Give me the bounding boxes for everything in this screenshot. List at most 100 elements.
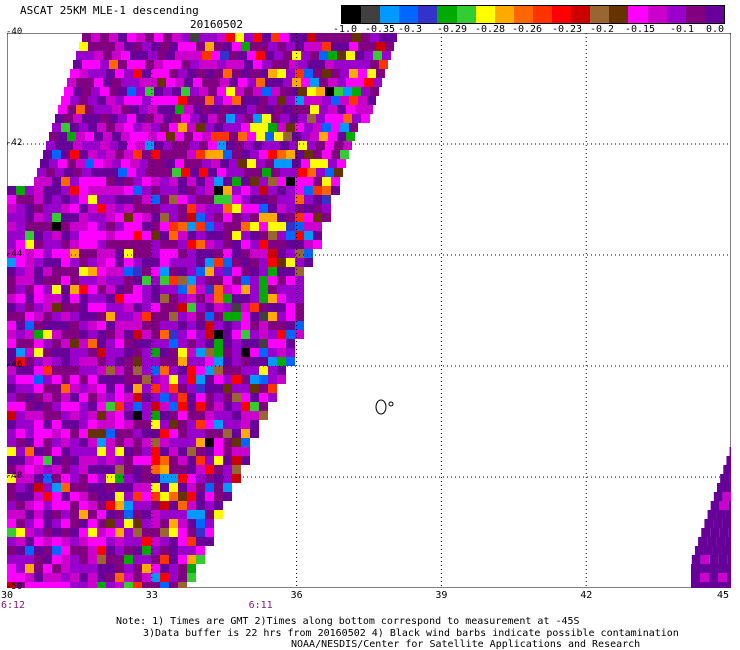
swath-pixel <box>25 573 34 582</box>
swath-pixel <box>142 96 151 105</box>
swath-pixel <box>154 141 163 150</box>
swath-pixel <box>139 159 148 168</box>
swath-pixel <box>16 357 25 366</box>
swath-pixel <box>151 465 160 474</box>
swath-pixel <box>16 546 25 555</box>
swath-pixel <box>178 546 187 555</box>
swath-pixel <box>88 546 97 555</box>
swath-pixel <box>304 222 313 231</box>
scale-swatch <box>647 6 667 23</box>
swath-pixel <box>70 510 79 519</box>
swath-pixel <box>214 42 223 51</box>
swath-pixel <box>82 168 91 177</box>
swath-pixel <box>124 474 133 483</box>
swath-pixel <box>88 213 97 222</box>
swath-pixel <box>268 195 277 204</box>
swath-pixel <box>178 150 187 159</box>
swath-pixel <box>16 465 25 474</box>
swath-pixel <box>283 159 292 168</box>
swath-pixel <box>88 510 97 519</box>
swath-pixel <box>106 186 115 195</box>
swath-pixel <box>106 321 115 330</box>
swath-pixel <box>283 78 292 87</box>
swath-pixel <box>130 105 139 114</box>
swath-pixel <box>721 546 731 555</box>
swath-pixel <box>61 474 70 483</box>
swath-pixel <box>61 339 70 348</box>
swath-pixel <box>241 231 250 240</box>
swath-pixel <box>160 213 169 222</box>
swath-pixel <box>307 114 316 123</box>
swath-pixel <box>142 195 151 204</box>
swath-pixel <box>184 51 193 60</box>
swath-pixel <box>124 384 133 393</box>
swath-pixel <box>109 168 118 177</box>
swath-pixel <box>76 51 85 60</box>
swath-pixel <box>124 69 133 78</box>
swath-pixel <box>151 501 160 510</box>
swath-pixel <box>115 240 124 249</box>
swath-pixel <box>268 321 277 330</box>
swath-pixel <box>151 420 160 429</box>
swath-pixel <box>220 159 229 168</box>
swath-pixel <box>88 123 97 132</box>
swath-pixel <box>79 510 88 519</box>
swath-pixel <box>262 114 271 123</box>
swath-pixel <box>196 456 205 465</box>
swath-pixel <box>34 375 43 384</box>
swath-pixel <box>241 438 250 447</box>
swath-pixel <box>100 141 109 150</box>
swath-pixel <box>34 501 43 510</box>
swath-pixel <box>337 51 346 60</box>
swath-pixel <box>79 573 88 582</box>
swath-pixel <box>43 249 52 258</box>
swath-pixel <box>163 141 172 150</box>
swath-pixel <box>370 87 379 96</box>
swath-pixel <box>319 51 328 60</box>
swath-pixel <box>151 456 160 465</box>
swath-pixel <box>7 447 16 456</box>
swath-pixel <box>178 267 187 276</box>
scale-swatch <box>552 6 572 23</box>
swath-pixel <box>61 501 70 510</box>
swath-pixel <box>172 168 181 177</box>
swath-pixel <box>205 474 214 483</box>
swath-pixel <box>97 123 106 132</box>
swath-pixel <box>265 105 274 114</box>
swath-pixel <box>727 555 731 564</box>
swath-pixel <box>253 33 262 42</box>
swath-pixel <box>190 60 199 69</box>
swath-pixel <box>43 402 52 411</box>
swath-pixel <box>118 141 127 150</box>
swath-pixel <box>73 87 82 96</box>
swath-pixel <box>25 330 34 339</box>
swath-pixel <box>169 582 178 588</box>
swath-pixel <box>145 33 154 42</box>
swath-pixel <box>313 240 322 249</box>
swath-pixel <box>115 384 124 393</box>
swath-pixel <box>133 366 142 375</box>
swath-pixel <box>220 132 229 141</box>
swath-pixel <box>187 177 196 186</box>
swath-pixel <box>34 447 43 456</box>
swath-pixel <box>334 87 343 96</box>
swath-pixel <box>172 114 181 123</box>
swath-pixel <box>223 447 232 456</box>
swath-pixel <box>16 375 25 384</box>
swath-pixel <box>223 357 232 366</box>
swath-pixel <box>205 483 214 492</box>
swath-pixel <box>196 42 205 51</box>
swath-pixel <box>223 276 232 285</box>
swath-pixel <box>79 483 88 492</box>
swath-pixel <box>286 348 295 357</box>
swath-pixel <box>169 393 178 402</box>
swath-pixel <box>154 33 163 42</box>
swath-pixel <box>124 348 133 357</box>
swath-pixel <box>187 42 196 51</box>
swath-pixel <box>193 105 202 114</box>
swath-pixel <box>91 141 100 150</box>
swath-pixel <box>43 150 52 159</box>
swath-map <box>7 33 731 588</box>
swath-pixel <box>178 276 187 285</box>
swath-pixel <box>136 168 145 177</box>
